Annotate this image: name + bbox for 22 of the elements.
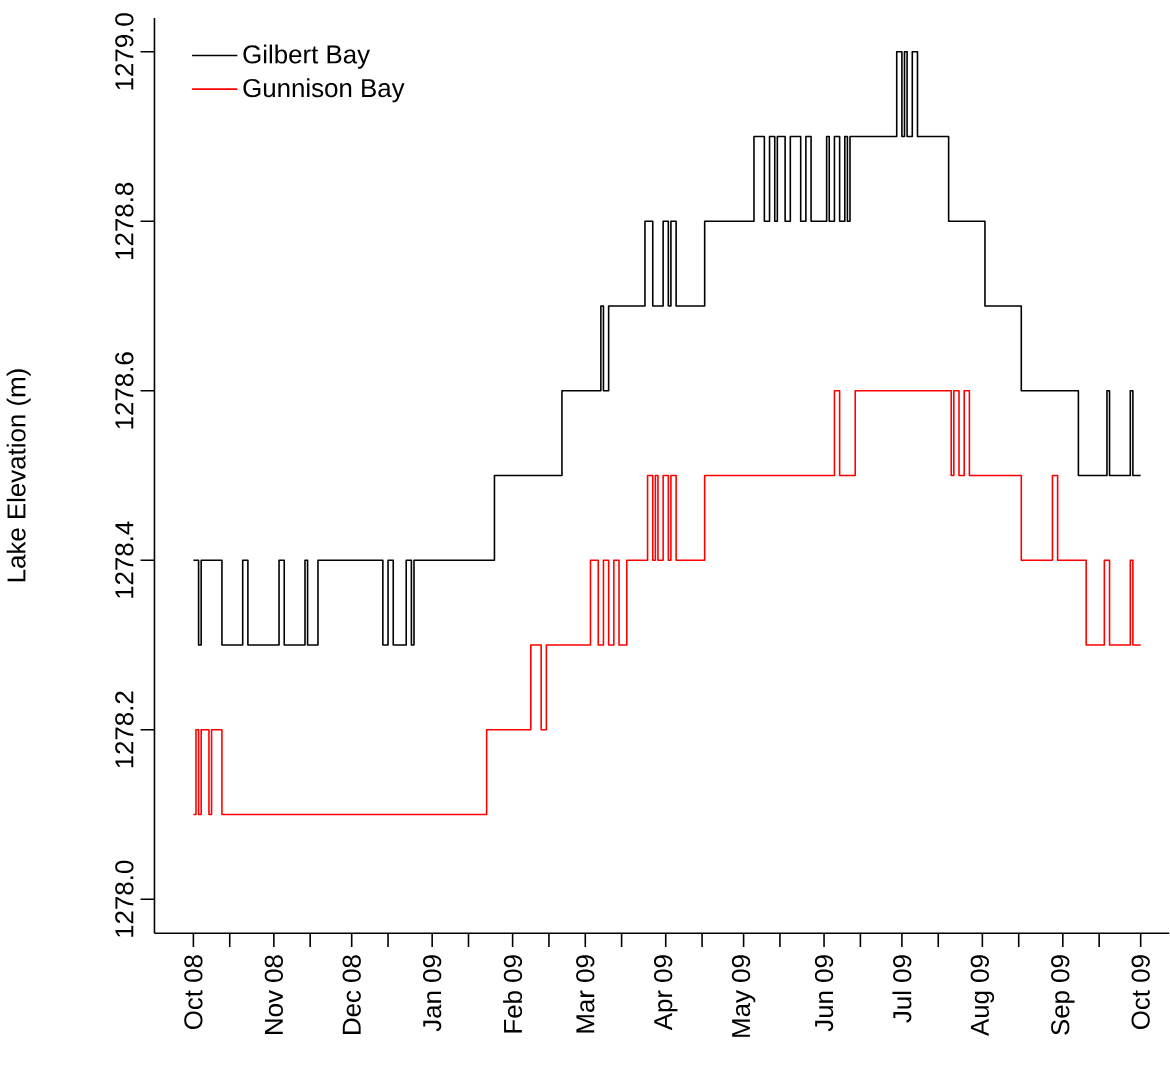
- x-tick-label: Jun 09: [814, 955, 834, 1032]
- y-tick-label: 1278.4: [115, 521, 134, 598]
- x-tick-label: Mar 09: [576, 955, 595, 1033]
- x-tick-label: Aug 09: [970, 955, 995, 1036]
- y-axis-title: Lake Elevation (m): [6, 369, 31, 581]
- x-tick-label: Apr 09: [654, 955, 678, 1030]
- x-tick-label: Jul 09: [892, 955, 912, 1023]
- y-tick-label: 1278.0: [115, 860, 134, 937]
- x-tick-label: Jan 09: [423, 955, 442, 1032]
- y-tick-label: 1279.0: [115, 13, 134, 90]
- x-tick-label: Nov 08: [264, 955, 283, 1034]
- y-tick-label: 1278.8: [115, 182, 134, 259]
- x-tick-label: Oct 09: [1131, 955, 1150, 1029]
- x-tick-label: May 09: [731, 955, 756, 1037]
- x-tick-label: Feb 09: [503, 955, 523, 1033]
- legend-label: Gunnison Bay: [243, 77, 405, 103]
- x-tick-label: Dec 08: [342, 955, 361, 1034]
- y-tick-label: 1278.6: [115, 352, 134, 429]
- x-tick-label: Oct 08: [184, 954, 203, 1029]
- legend-label: Gilbert Bay: [243, 44, 370, 69]
- x-tick-label: Sep 09: [1051, 955, 1075, 1035]
- y-tick-label: 1278.2: [115, 691, 134, 768]
